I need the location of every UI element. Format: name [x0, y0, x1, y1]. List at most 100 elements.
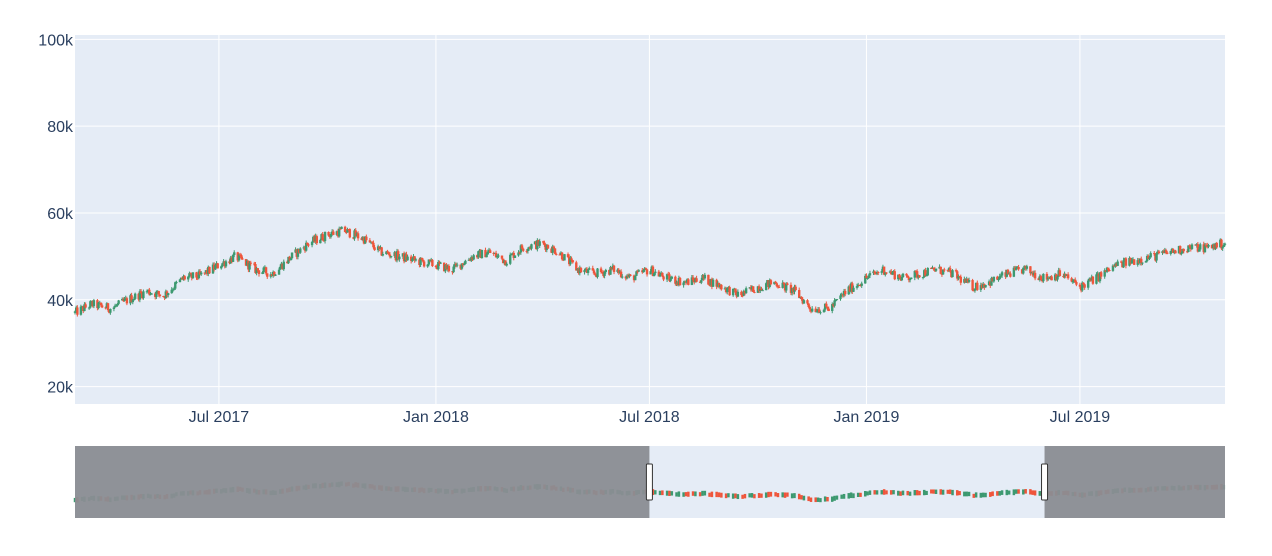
candle-body: [736, 291, 740, 297]
candle-body: [921, 277, 925, 279]
candle-body: [566, 254, 570, 257]
candle-body: [427, 259, 431, 265]
candle-body: [695, 278, 698, 282]
candle-body: [411, 258, 414, 261]
candle-body: [984, 284, 987, 288]
candle-body: [248, 262, 251, 270]
candle-body: [703, 274, 707, 279]
candle-body: [116, 303, 119, 306]
candle-body: [1182, 248, 1185, 252]
candle-body: [329, 233, 333, 237]
y-tick-label: 100k: [38, 32, 74, 49]
range-slider-mask-right[interactable]: [1044, 446, 1225, 518]
candle-body: [691, 277, 695, 280]
candle-body: [651, 266, 655, 277]
candle-body: [617, 269, 620, 273]
x-tick-label: Jul 2017: [189, 409, 250, 426]
candle-body: [187, 276, 190, 280]
candle-body: [142, 291, 145, 299]
candle-body: [197, 271, 201, 279]
range-slider-handle-left[interactable]: [645, 463, 653, 501]
candle-body: [1215, 242, 1218, 248]
candle-body: [1074, 279, 1077, 283]
candle-body: [380, 247, 383, 256]
candle-body: [825, 303, 828, 307]
candle-body: [488, 250, 492, 253]
candle-body: [484, 249, 487, 258]
candle-body: [538, 241, 541, 246]
candle-body: [486, 251, 490, 255]
candle-body: [510, 254, 513, 256]
candle-body: [827, 308, 830, 311]
candle-body: [1223, 243, 1227, 245]
candle-body: [327, 231, 330, 236]
candle-body: [1221, 246, 1224, 249]
y-tick-label: 20k: [47, 380, 74, 397]
range-slider[interactable]: [73, 446, 1226, 518]
candle-body: [255, 268, 258, 273]
candle-body: [990, 278, 993, 286]
candle-body: [130, 295, 133, 303]
candle-body: [520, 245, 524, 249]
candle-body: [652, 273, 656, 277]
candle-body: [296, 249, 300, 257]
candle-body: [264, 267, 268, 274]
candle-body: [860, 283, 863, 286]
candle-body: [183, 276, 186, 280]
candle-body: [148, 289, 151, 295]
candle-body: [497, 255, 500, 257]
candle-body: [387, 252, 390, 255]
candle-body: [839, 295, 842, 300]
candle-body: [893, 271, 896, 280]
candle-body: [1009, 273, 1012, 277]
candle-body: [575, 262, 578, 271]
candle-body: [954, 270, 958, 272]
candle-body: [951, 270, 954, 278]
y-axis-ticks: 20k 40k 60k 80k 100k: [38, 32, 74, 396]
candle-body: [513, 255, 517, 258]
candle-body: [172, 288, 176, 290]
candle-body: [1180, 253, 1183, 255]
candle-body: [668, 274, 671, 281]
candle-body: [1015, 267, 1018, 270]
candle-body: [868, 273, 872, 276]
candle-body: [463, 263, 466, 266]
candle-body: [579, 268, 583, 273]
candle-body: [1141, 262, 1144, 264]
candle-body: [1190, 244, 1194, 250]
candle-body: [240, 254, 243, 259]
candle-body: [398, 256, 401, 260]
candle-body: [761, 290, 764, 292]
candle-body: [208, 266, 211, 274]
candle-body: [1006, 269, 1010, 274]
candle-body: [654, 271, 657, 274]
candle-body: [389, 256, 393, 258]
x-tick-label: Jul 2018: [619, 409, 680, 426]
candle-body: [884, 272, 887, 275]
candle-body: [299, 248, 302, 253]
candle-body: [319, 239, 322, 244]
candle-body: [373, 247, 376, 251]
candle-body: [1086, 280, 1090, 288]
candle-body: [560, 252, 564, 260]
candle-body: [731, 288, 735, 296]
candle-body: [910, 277, 913, 280]
candle-body: [1029, 266, 1032, 274]
candle-body: [385, 251, 388, 255]
candle-body: [1220, 239, 1223, 249]
candle-body: [592, 270, 596, 274]
candle-body: [609, 267, 612, 275]
candles: [73, 225, 1227, 317]
range-slider-mask-left[interactable]: [75, 446, 650, 518]
range-slider-handle-right[interactable]: [1041, 463, 1049, 501]
candle-body: [1203, 245, 1207, 253]
candle-body: [519, 245, 523, 253]
candle-body: [413, 256, 416, 261]
candle-body: [553, 248, 557, 254]
candle-body: [1222, 244, 1226, 247]
candle-body: [485, 254, 488, 258]
candle-body: [138, 291, 142, 300]
candle-body: [687, 279, 690, 285]
candle-body: [346, 229, 349, 233]
candle-body: [453, 263, 456, 267]
